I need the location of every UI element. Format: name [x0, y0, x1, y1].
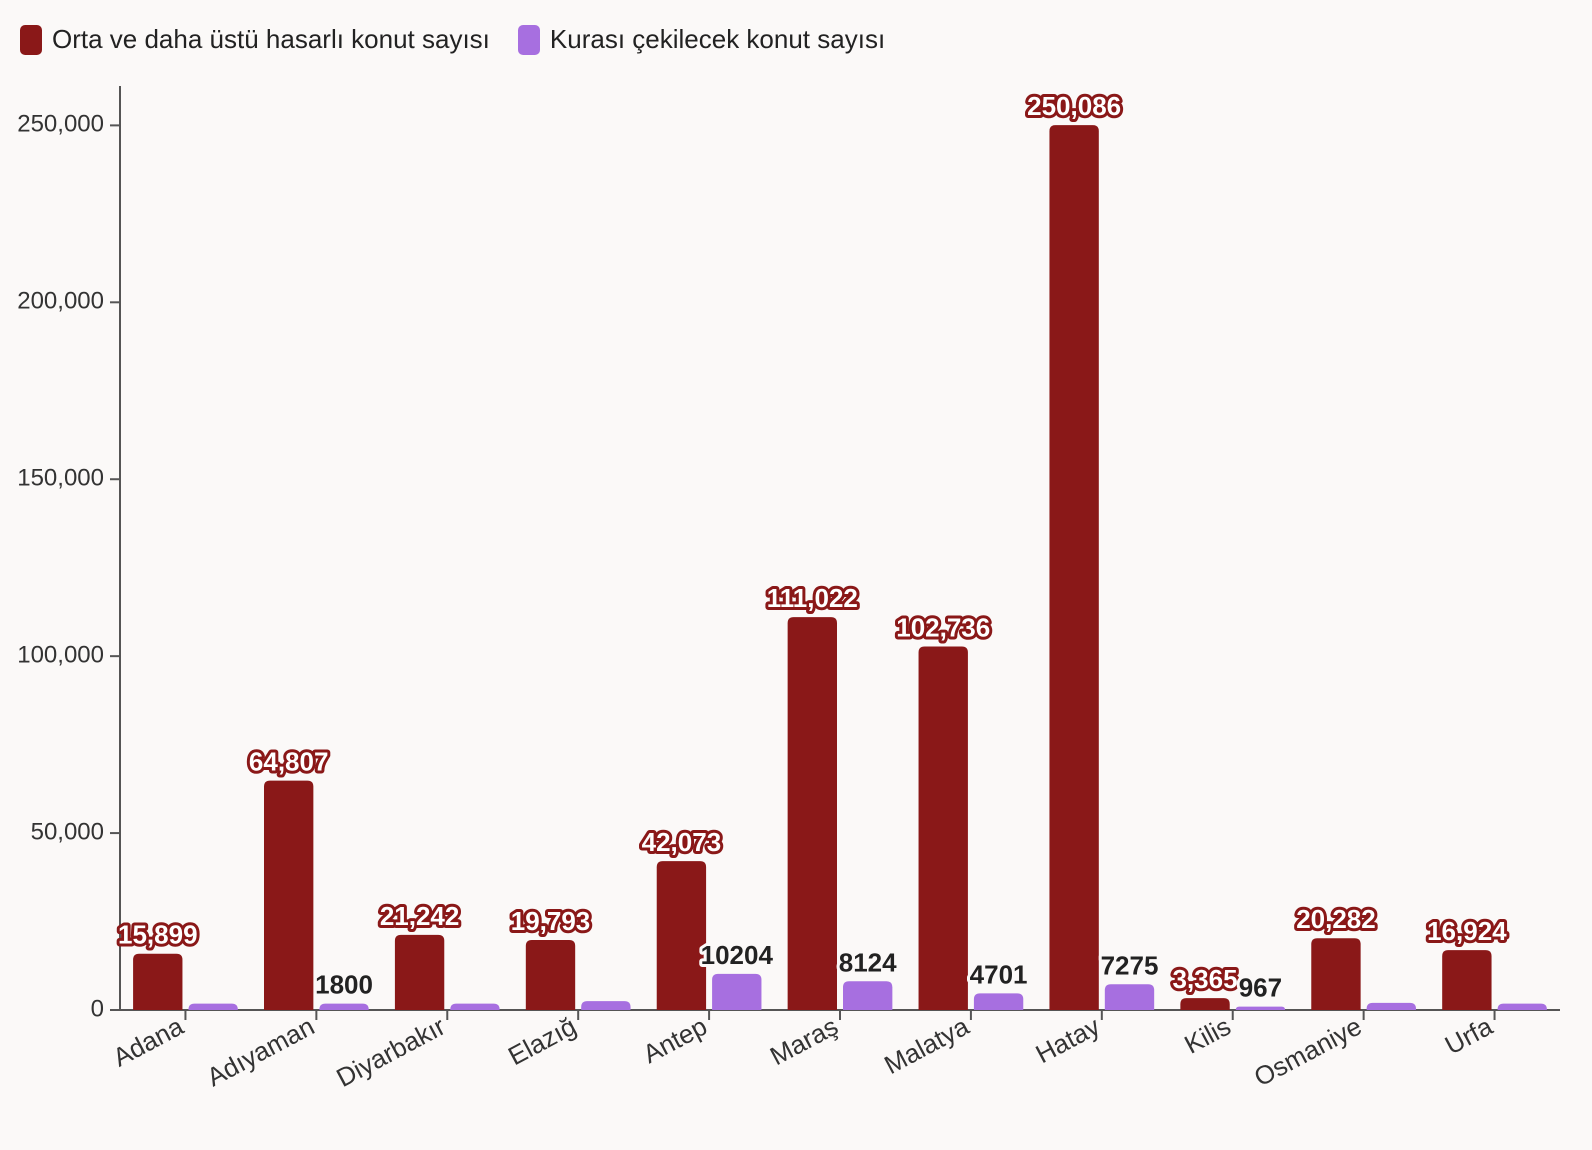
bar — [1311, 938, 1360, 1010]
bar — [657, 861, 706, 1010]
bar-value-label: 21,242 — [380, 901, 460, 931]
y-tick-label: 250,000 — [17, 111, 104, 138]
y-tick-label: 100,000 — [17, 641, 104, 668]
bar-chart: 0 50,000 100,000 150,000 200,000 250,000 Adana… — [0, 0, 1592, 1150]
bar-value-label: 250,086 — [1027, 91, 1121, 121]
legend-label: Orta ve daha üstü hasarlı konut sayısı — [52, 24, 490, 55]
x-tick-label: Diyarbakır — [331, 1011, 450, 1093]
bar — [919, 646, 968, 1010]
bar — [843, 981, 892, 1010]
bar — [712, 974, 761, 1010]
bar-value-label: 16,924 — [1427, 916, 1507, 946]
bar-value-label: 102,736 — [896, 612, 990, 642]
bar — [264, 781, 313, 1010]
bar-value-label: 19,793 — [511, 906, 591, 936]
bar-value-label: 7275 — [1101, 950, 1159, 980]
bar-value-label: 3,365 — [1173, 964, 1238, 994]
bar — [133, 954, 182, 1010]
bar — [526, 940, 575, 1010]
legend-item: Orta ve daha üstü hasarlı konut sayısı — [20, 24, 490, 55]
bar-value-label: 4701 — [970, 959, 1028, 989]
x-tick-label: Kilis — [1179, 1011, 1235, 1060]
bar — [1105, 984, 1154, 1010]
bar-value-label: 15,899 — [118, 920, 198, 950]
bar — [974, 993, 1023, 1010]
bar-value-label: 42,073 — [642, 827, 722, 857]
x-tick-label: Hatay — [1031, 1011, 1105, 1069]
x-tick-label: Osmaniye — [1249, 1011, 1366, 1092]
bar — [1049, 125, 1098, 1010]
y-tick-label: 0 — [91, 995, 104, 1022]
legend-swatch — [20, 25, 42, 55]
bar-value-label: 111,022 — [767, 583, 858, 613]
bar-value-label: 1800 — [315, 970, 373, 1000]
y-tick-label: 50,000 — [31, 818, 104, 845]
bar — [1236, 1007, 1285, 1010]
y-tick-label: 150,000 — [17, 465, 104, 492]
bar — [188, 1004, 237, 1010]
bar-value-label: 8124 — [839, 947, 897, 977]
x-tick-label: Urfa — [1440, 1011, 1498, 1061]
x-tick-label: Adana — [108, 1011, 189, 1073]
x-tick-label: Malatya — [879, 1011, 974, 1080]
bar — [1367, 1003, 1416, 1010]
x-tick-label: Antep — [638, 1011, 712, 1069]
bar — [788, 617, 837, 1010]
chart-container: Orta ve daha üstü hasarlı konut sayısı Ku… — [0, 0, 1592, 1150]
legend: Orta ve daha üstü hasarlı konut sayısı Ku… — [20, 24, 885, 55]
x-tick-label: Maraş — [765, 1011, 843, 1071]
bar — [319, 1004, 368, 1010]
y-tick-label: 200,000 — [17, 288, 104, 315]
bar — [1442, 950, 1491, 1010]
bar-value-label: 10204 — [701, 940, 774, 970]
bar — [395, 935, 444, 1010]
bar — [581, 1001, 630, 1010]
bar-value-label: 967 — [1239, 973, 1282, 1003]
bar-value-label: 20,282 — [1296, 904, 1376, 934]
x-tick-label: Adıyaman — [202, 1011, 319, 1092]
bar — [450, 1004, 499, 1010]
bar — [1180, 998, 1229, 1010]
bar-value-label: 64,807 — [249, 747, 329, 777]
legend-item: Kurası çekilecek konut sayısı — [518, 24, 885, 55]
legend-label: Kurası çekilecek konut sayısı — [550, 24, 885, 55]
legend-swatch — [518, 25, 540, 55]
x-tick-label: Elazığ — [503, 1011, 581, 1071]
bar — [1498, 1004, 1547, 1010]
